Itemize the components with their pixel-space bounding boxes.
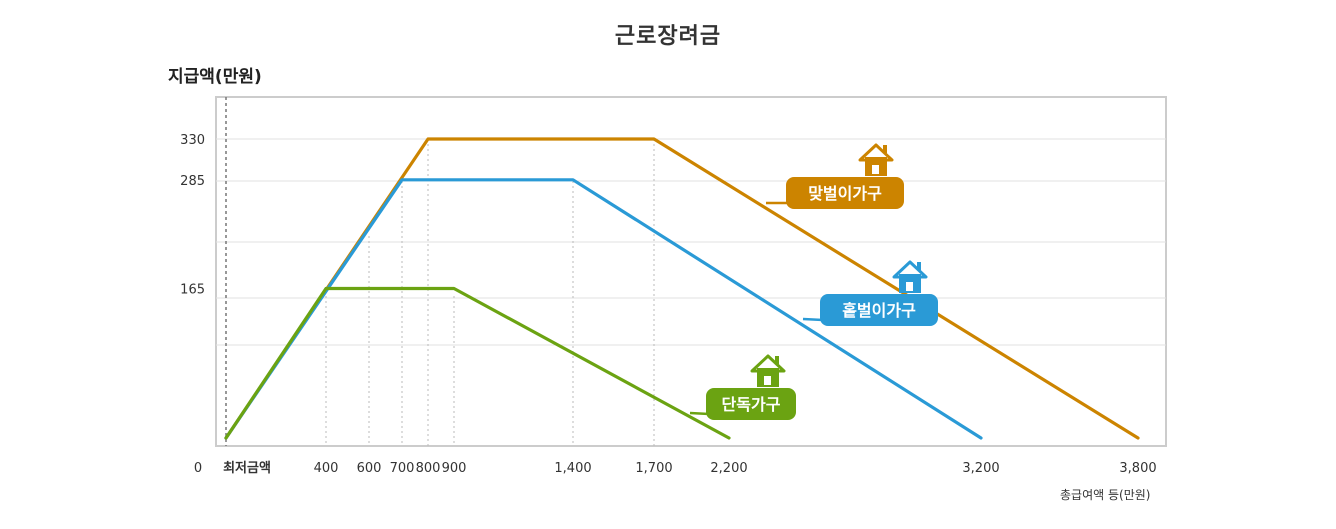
legend-badge-1: 홑벌이가구 [802, 260, 938, 326]
series-name-label: 맞벌이가구 [808, 184, 882, 203]
x-tick-label: 900 [442, 461, 467, 476]
x-tick-label: 3,800 [1119, 461, 1156, 476]
tick-layer: 0 최저금액 400 600 700 800 900 1,400 1,700 2,200 3,200… [180, 133, 1156, 476]
x-tick-label: 1,400 [554, 461, 591, 476]
house-icon [892, 260, 928, 293]
x-tick-label: 800 [416, 461, 441, 476]
series-layer [224, 137, 1140, 440]
x-tick-label: 3,200 [962, 461, 999, 476]
badge-box [820, 294, 938, 326]
badge-box [786, 177, 904, 209]
y-tick-label: 285 [180, 174, 205, 189]
x-tick-label: 최저금액 [223, 461, 271, 476]
series-name-label: 단독가구 [722, 395, 781, 414]
x-tick-label: 0 [194, 461, 202, 476]
legend-badge-0: 맞벌이가구 [766, 143, 904, 209]
badge-box [706, 388, 796, 420]
badge-pointer [689, 411, 710, 416]
badge-pointer [802, 317, 824, 322]
house-icon [750, 354, 786, 387]
y-tick-label: 165 [180, 283, 205, 298]
y-tick-label: 330 [180, 133, 205, 148]
chart-title: 근로장려금 [614, 24, 722, 49]
plot-frame [215, 96, 1167, 447]
x-tick-label: 700 [390, 461, 415, 476]
series-line-2 [224, 286, 731, 440]
x-tick-label: 600 [357, 461, 382, 476]
y-axis-title: 지급액(만원) [168, 67, 262, 87]
x-tick-label: 1,700 [635, 461, 672, 476]
x-axis-title: 총급여액 등(만원) [1060, 488, 1151, 502]
x-tick-label: 2,200 [710, 461, 747, 476]
legend-badge-2: 단독가구 [689, 354, 796, 420]
grid-layer [215, 96, 1167, 447]
x-tick-label: 400 [314, 461, 339, 476]
house-icon [858, 143, 894, 176]
series-name-label: 홑벌이가구 [842, 301, 916, 320]
